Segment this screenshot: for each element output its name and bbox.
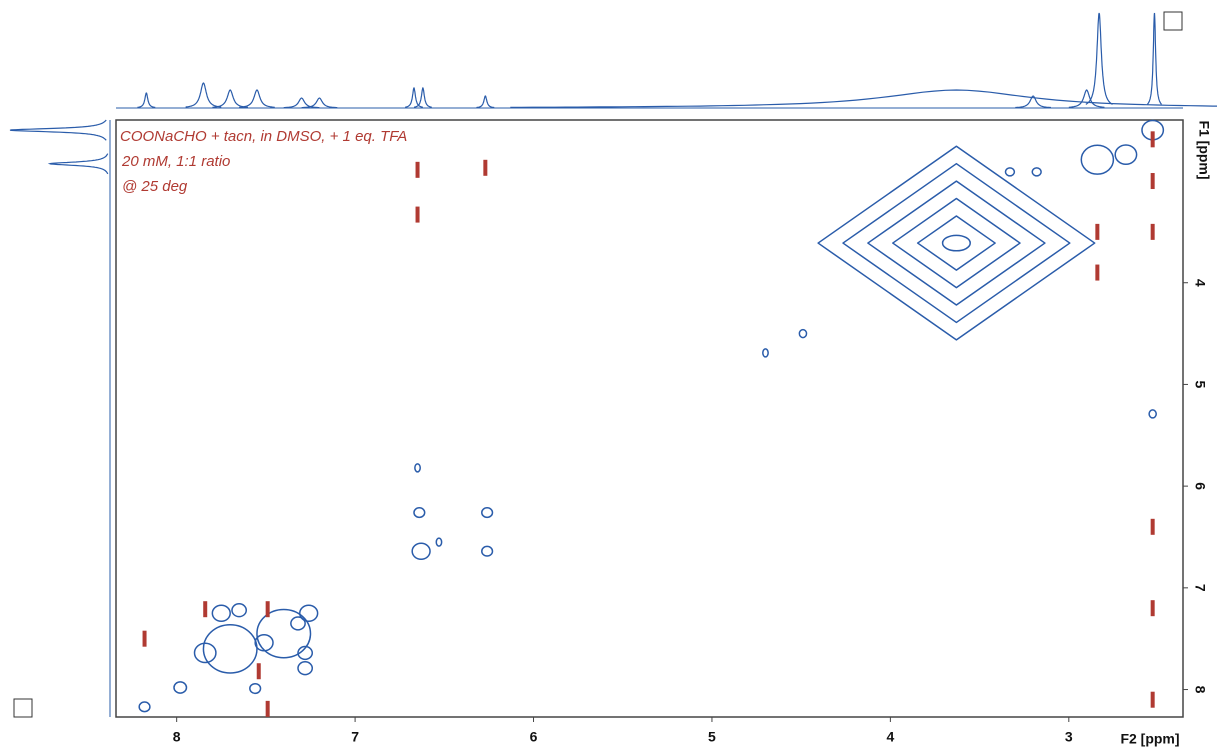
negative-peak bbox=[256, 663, 261, 680]
projection-peak bbox=[1147, 12, 1162, 105]
positive-peak bbox=[299, 604, 319, 623]
y-tick-label: 5 bbox=[1192, 381, 1208, 389]
projection-peak bbox=[137, 92, 156, 108]
projection-peak bbox=[1015, 95, 1051, 109]
positive-peak bbox=[297, 645, 314, 661]
positive-peak bbox=[762, 348, 769, 358]
positive-peak bbox=[138, 701, 151, 713]
projection-peak bbox=[476, 95, 495, 109]
positive-peak bbox=[249, 682, 262, 695]
y-tick-label: 8 bbox=[1192, 686, 1208, 694]
negative-peak bbox=[265, 700, 270, 717]
x-tick-label: 8 bbox=[173, 729, 181, 745]
annotation: COONaCHO + tacn, in DMSO, + 1 eq. TFA bbox=[120, 128, 407, 145]
negative-peak bbox=[142, 630, 147, 647]
projection-peak bbox=[510, 89, 1217, 108]
positive-peak bbox=[193, 642, 217, 664]
negative-peak bbox=[1150, 600, 1155, 617]
x-tick-label: 6 bbox=[530, 729, 538, 745]
negative-peak bbox=[1150, 173, 1155, 190]
projection-peak bbox=[9, 119, 107, 141]
projection-peak bbox=[414, 86, 432, 108]
positive-peak bbox=[798, 328, 808, 339]
positive-peak bbox=[173, 681, 188, 694]
x-tick-label: 3 bbox=[1065, 729, 1073, 745]
x-tick-label: 4 bbox=[886, 729, 894, 745]
x-axis-label: F2 [ppm] bbox=[1120, 731, 1179, 747]
x-tick-label: 5 bbox=[708, 729, 716, 745]
positive-peak bbox=[202, 624, 258, 674]
contour-core bbox=[941, 234, 971, 252]
corner-box bbox=[1163, 11, 1183, 31]
projection-peak bbox=[301, 97, 338, 109]
positive-peak bbox=[413, 507, 426, 519]
positive-peak bbox=[1004, 167, 1016, 177]
positive-peak bbox=[297, 661, 314, 676]
negative-peak bbox=[1150, 131, 1155, 148]
contour-ring bbox=[817, 145, 1096, 341]
positive-peak bbox=[411, 542, 431, 561]
positive-peak bbox=[435, 537, 443, 547]
negative-peak bbox=[1150, 518, 1155, 535]
positive-peak bbox=[481, 507, 494, 519]
positive-peak bbox=[1114, 144, 1138, 165]
annotation: @ 25 deg bbox=[122, 178, 188, 195]
projection-peak bbox=[185, 82, 222, 108]
projection-peak bbox=[47, 153, 109, 175]
annotation: 20 mM, 1:1 ratio bbox=[121, 153, 230, 170]
projection-peak bbox=[283, 97, 320, 109]
positive-peak bbox=[211, 604, 231, 623]
contour-ring bbox=[867, 180, 1046, 306]
negative-peak bbox=[415, 161, 420, 178]
y-tick-label: 6 bbox=[1192, 482, 1208, 490]
negative-peak bbox=[483, 159, 488, 176]
positive-peak bbox=[1148, 409, 1157, 419]
projection-peak bbox=[405, 86, 423, 108]
y-tick-label: 7 bbox=[1192, 584, 1208, 592]
contour-ring bbox=[892, 197, 1021, 289]
y-axis-label: F1 [ppm] bbox=[1196, 120, 1212, 179]
negative-peak bbox=[415, 206, 420, 223]
positive-peak bbox=[231, 603, 248, 618]
x-tick-label: 7 bbox=[351, 729, 359, 745]
negative-peak bbox=[1150, 691, 1155, 708]
contour-ring bbox=[842, 162, 1071, 324]
negative-peak bbox=[265, 601, 270, 618]
positive-peak bbox=[414, 463, 421, 473]
projection-peak bbox=[239, 89, 275, 108]
positive-peak bbox=[256, 608, 312, 659]
negative-peak bbox=[1150, 223, 1155, 240]
contour-ring bbox=[916, 215, 996, 271]
positive-peak bbox=[1080, 144, 1115, 175]
plot-frame bbox=[115, 119, 1184, 718]
negative-peak bbox=[1095, 223, 1100, 240]
positive-peak bbox=[1031, 167, 1042, 177]
positive-peak bbox=[290, 616, 306, 631]
projection-peak bbox=[1085, 12, 1113, 105]
corner-box bbox=[13, 698, 33, 718]
projection-peak bbox=[1068, 89, 1105, 108]
negative-peak bbox=[203, 601, 208, 618]
projection-peak bbox=[212, 89, 248, 108]
y-tick-label: 4 bbox=[1192, 279, 1208, 287]
positive-peak bbox=[481, 545, 494, 557]
negative-peak bbox=[1095, 264, 1100, 281]
